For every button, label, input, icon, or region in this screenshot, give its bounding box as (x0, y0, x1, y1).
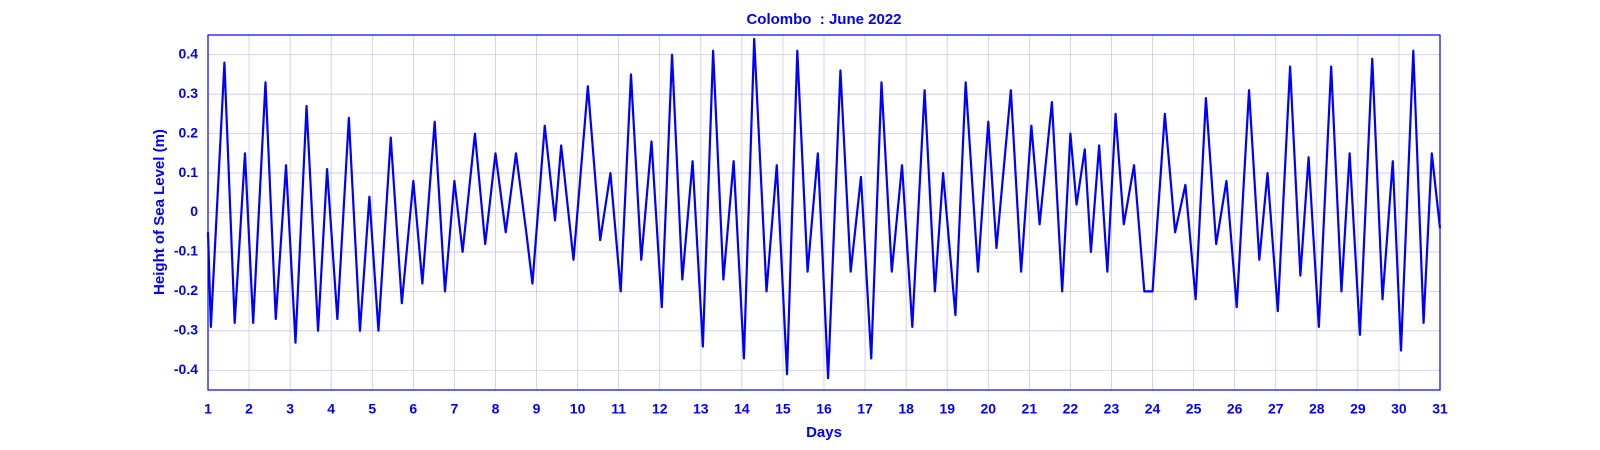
y-axis-label: Height of Sea Level (m) (151, 129, 168, 295)
y-tick-label: -0.1 (174, 243, 198, 259)
x-tick-label: 3 (286, 401, 294, 417)
x-tick-label: 28 (1309, 401, 1325, 417)
x-tick-label: 8 (492, 401, 500, 417)
y-tick-label: -0.4 (174, 361, 198, 377)
y-tick-label: 0 (190, 203, 198, 219)
x-tick-label: 11 (611, 401, 626, 417)
x-tick-label: 26 (1227, 401, 1243, 417)
x-tick-label: 30 (1391, 401, 1407, 417)
chart-title: Colombo : June 2022 (746, 11, 901, 28)
x-tick-label: 27 (1268, 401, 1284, 417)
y-tick-label: -0.2 (174, 282, 198, 298)
x-axis-label: Days (806, 424, 842, 441)
x-tick-label: 6 (409, 401, 417, 417)
x-tick-label: 5 (368, 401, 376, 417)
x-tick-label: 24 (1145, 401, 1161, 417)
y-tick-label: 0.2 (179, 124, 199, 140)
x-tick-label: 9 (533, 401, 541, 417)
x-tick-label: 31 (1432, 401, 1448, 417)
y-tick-label: 0.4 (179, 45, 199, 61)
x-tick-label: 17 (857, 401, 873, 417)
x-tick-label: 19 (939, 401, 955, 417)
plot-frame (207, 34, 1441, 391)
x-tick-label: 16 (816, 401, 832, 417)
x-tick-label: 2 (245, 401, 253, 417)
x-tick-label: 18 (898, 401, 914, 417)
x-tick-label: 4 (327, 401, 335, 417)
x-tick-label: 15 (775, 401, 791, 417)
x-tick-label: 20 (980, 401, 996, 417)
x-tick-label: 25 (1186, 401, 1202, 417)
sea-level-line (206, 37, 1442, 380)
y-tick-label: 0.3 (179, 85, 199, 101)
x-tick-label: 13 (693, 401, 709, 417)
x-tick-label: 1 (204, 401, 212, 417)
x-tick-label: 12 (652, 401, 668, 417)
y-tick-label: 0.1 (179, 164, 199, 180)
x-tick-label: 14 (734, 401, 750, 417)
y-tick-label: -0.3 (174, 322, 198, 338)
x-tick-label: 23 (1104, 401, 1120, 417)
x-tick-label: 29 (1350, 401, 1366, 417)
x-tick-label: 10 (570, 401, 586, 417)
x-tick-label: 21 (1022, 401, 1038, 417)
x-tick-label: 7 (451, 401, 459, 417)
x-tick-label: 22 (1063, 401, 1079, 417)
